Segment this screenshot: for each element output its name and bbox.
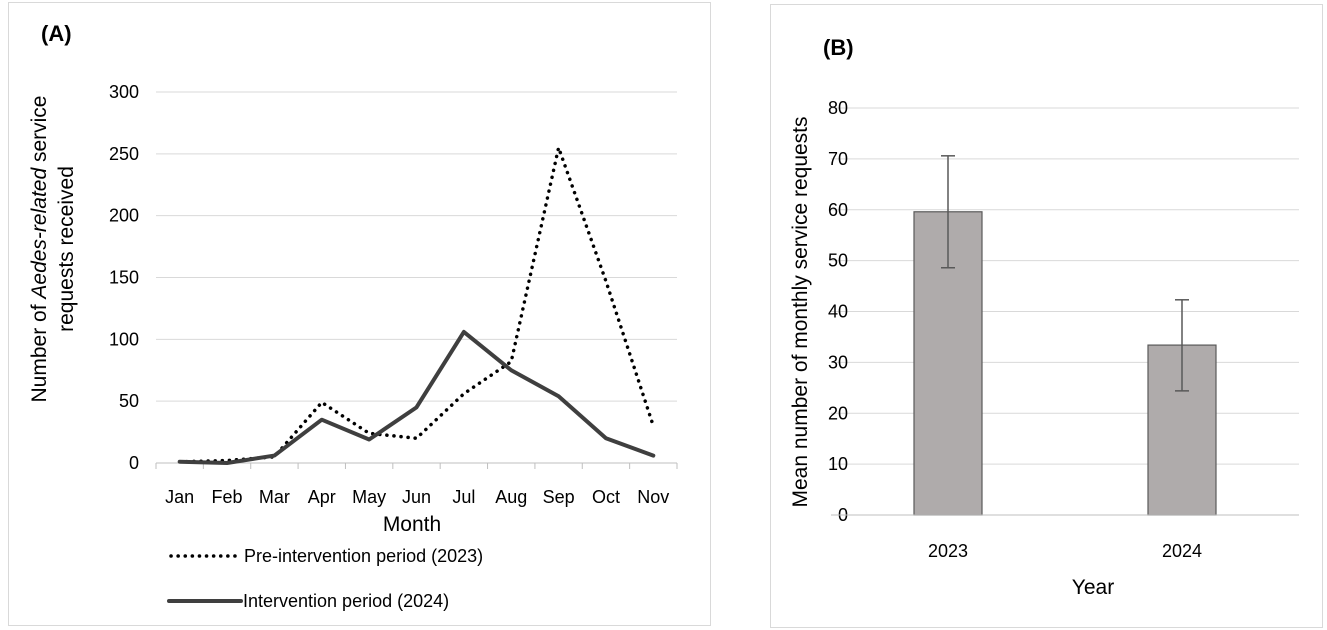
y-tick-label: 250 <box>109 144 139 164</box>
y-tick-label: 200 <box>109 206 139 226</box>
panel-label-b: (B) <box>823 35 854 60</box>
y-tick-label: 60 <box>828 200 848 220</box>
legend-label-pre: Pre-intervention period (2023) <box>244 546 483 566</box>
y-axis-title-part-1: Number of <box>28 299 51 403</box>
line-chart: 0 50 100 150 200 250 300 Jan Feb Mar Apr May Jun Jul… <box>28 21 678 611</box>
x-tick-label: Jul <box>452 487 475 507</box>
panel-b: 0 10 20 30 40 50 60 70 80 2023 2024 (B) Mean numb… <box>770 4 1323 628</box>
series-line-intervention <box>177 329 656 465</box>
x-tick-label: Apr <box>308 487 336 507</box>
y-tick-label: 20 <box>828 403 848 423</box>
y-tick-label: 50 <box>828 251 848 271</box>
y-axis-title: Number of Aedes-related service <box>28 96 51 403</box>
y-axis-title-part-2: Aedes-related <box>28 167 51 301</box>
y-tick-label: 70 <box>828 149 848 169</box>
error-bars <box>941 155 1189 392</box>
x-tick-label: Aug <box>495 487 527 507</box>
y-tick-label: 50 <box>119 391 139 411</box>
x-tick-label: May <box>352 487 386 507</box>
x-tick-label: Oct <box>592 487 620 507</box>
y-tick-label: 30 <box>828 352 848 372</box>
panel-label-a: (A) <box>41 21 72 46</box>
x-tick-label: Sep <box>543 487 575 507</box>
x-tick-labels: 2023 2024 <box>928 541 1202 561</box>
x-tick-marks <box>155 463 678 469</box>
y-axis-title: Mean number of monthly service requests <box>789 116 812 507</box>
x-axis-title: Month <box>383 513 441 536</box>
series-lines <box>177 145 656 465</box>
y-tick-label: 150 <box>109 268 139 288</box>
y-axis-title-line-2: requests received <box>55 166 78 332</box>
x-tick-label: Mar <box>259 487 290 507</box>
grid-lines <box>156 91 677 402</box>
y-axis-title-part-3: service <box>28 96 51 168</box>
x-tick-label: 2024 <box>1162 541 1202 561</box>
grid-lines <box>831 107 1299 465</box>
y-tick-label: 300 <box>109 82 139 102</box>
y-tick-label: 80 <box>828 98 848 118</box>
y-tick-label: 10 <box>828 454 848 474</box>
y-tick-label: 0 <box>129 453 139 473</box>
y-tick-label: 40 <box>828 302 848 322</box>
x-tick-label: Jan <box>165 487 194 507</box>
x-tick-labels: Jan Feb Mar Apr May Jun Jul Aug Sep Oct Nov <box>165 487 669 507</box>
panel-a: 0 50 100 150 200 250 300 Jan Feb Mar Apr May Jun Jul… <box>8 2 711 626</box>
bars <box>913 211 1217 516</box>
legend: Pre-intervention period (2023) Intervent… <box>167 546 483 611</box>
x-tick-label: Nov <box>637 487 669 507</box>
x-axis-title: Year <box>1072 576 1114 599</box>
legend-label-intervention: Intervention period (2024) <box>243 591 449 611</box>
y-tick-labels: 0 50 100 150 200 250 300 <box>109 82 139 473</box>
x-tick-label: 2023 <box>928 541 968 561</box>
x-tick-label: Feb <box>212 487 243 507</box>
x-tick-label: Jun <box>402 487 431 507</box>
y-tick-label: 100 <box>109 329 139 349</box>
